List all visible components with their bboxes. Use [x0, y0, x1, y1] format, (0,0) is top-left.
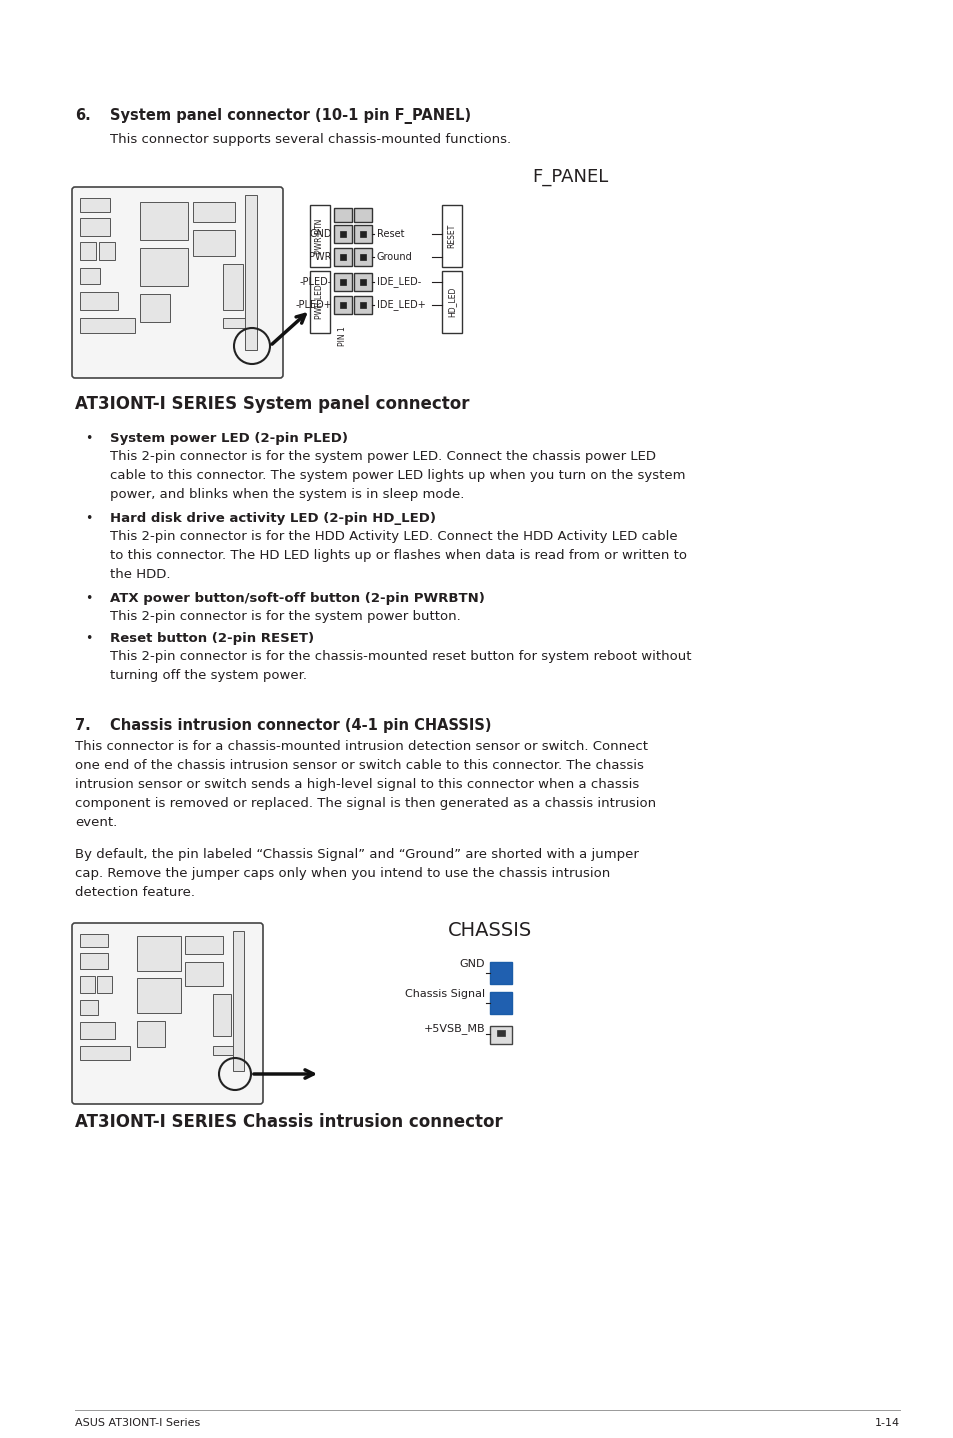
Text: 7.: 7. — [75, 718, 91, 733]
Text: +5VSB_MB: +5VSB_MB — [423, 1024, 484, 1034]
Bar — [80, 318, 135, 334]
Bar — [339, 232, 346, 237]
Text: Chassis Signal: Chassis Signal — [404, 989, 484, 999]
Text: •: • — [85, 512, 92, 525]
Text: Chassis intrusion connector (4-1 pin CHASSIS): Chassis intrusion connector (4-1 pin CHA… — [110, 718, 491, 733]
Text: GND: GND — [309, 229, 332, 239]
Text: -PLED+: -PLED+ — [294, 301, 332, 311]
Text: System power LED (2-pin PLED): System power LED (2-pin PLED) — [110, 431, 348, 444]
Text: This connector supports several chassis-mounted functions.: This connector supports several chassis-… — [110, 132, 511, 147]
Text: This 2-pin connector is for the system power LED. Connect the chassis power LED
: This 2-pin connector is for the system p… — [110, 450, 685, 500]
Bar — [140, 201, 188, 240]
Text: This 2-pin connector is for the HDD Activity LED. Connect the HDD Activity LED c: This 2-pin connector is for the HDD Acti… — [110, 531, 686, 581]
Text: •: • — [85, 592, 92, 605]
Bar — [245, 196, 256, 349]
Bar — [310, 270, 330, 334]
Text: Reset: Reset — [376, 229, 404, 239]
Text: This 2-pin connector is for the chassis-mounted reset button for system reboot w: This 2-pin connector is for the chassis-… — [110, 650, 691, 682]
Bar — [339, 255, 346, 260]
Text: IDE_LED+: IDE_LED+ — [376, 299, 425, 311]
Bar — [310, 206, 330, 267]
Bar — [193, 201, 234, 221]
Bar — [334, 296, 352, 313]
Text: PWR BTN: PWR BTN — [315, 219, 324, 253]
Bar — [137, 978, 181, 1012]
Bar — [490, 992, 512, 1014]
Bar — [80, 219, 110, 236]
Text: AT3IONT-I SERIES Chassis intrusion connector: AT3IONT-I SERIES Chassis intrusion conne… — [75, 1113, 502, 1132]
FancyBboxPatch shape — [71, 923, 263, 1104]
Text: PWR: PWR — [309, 252, 332, 262]
Bar — [80, 198, 110, 211]
Bar — [223, 265, 243, 311]
Text: GND: GND — [459, 959, 484, 969]
Bar — [490, 1025, 512, 1044]
Bar — [359, 302, 366, 308]
Text: Reset button (2-pin RESET): Reset button (2-pin RESET) — [110, 631, 314, 646]
Text: IDE_LED-: IDE_LED- — [376, 276, 421, 288]
Text: PWR LED: PWR LED — [315, 285, 324, 319]
Bar — [339, 302, 346, 308]
Bar — [354, 224, 372, 243]
Bar — [213, 994, 231, 1035]
Text: RESET: RESET — [447, 224, 456, 249]
Text: •: • — [85, 631, 92, 646]
Text: ATX power button/soft-off button (2-pin PWRBTN): ATX power button/soft-off button (2-pin … — [110, 592, 484, 605]
Bar — [339, 279, 346, 285]
Text: HD_LED: HD_LED — [447, 286, 456, 318]
Bar — [334, 247, 352, 266]
Bar — [80, 999, 98, 1015]
Bar — [97, 976, 112, 994]
Bar — [137, 936, 181, 971]
Text: 1-14: 1-14 — [874, 1418, 899, 1428]
Bar — [354, 209, 372, 221]
Text: System panel connector (10-1 pin F_PANEL): System panel connector (10-1 pin F_PANEL… — [110, 108, 471, 124]
Text: -PLED-: -PLED- — [299, 278, 332, 288]
Bar — [213, 1045, 237, 1055]
Text: Hard disk drive activity LED (2-pin HD_LED): Hard disk drive activity LED (2-pin HD_L… — [110, 512, 436, 525]
Bar — [354, 296, 372, 313]
Bar — [80, 935, 108, 948]
Bar — [193, 230, 234, 256]
Bar — [334, 209, 352, 221]
Bar — [80, 1022, 115, 1040]
Bar — [497, 1030, 504, 1035]
Bar — [80, 242, 96, 260]
Bar — [490, 962, 512, 984]
Text: 6.: 6. — [75, 108, 91, 124]
Bar — [140, 293, 170, 322]
Bar — [441, 206, 461, 267]
Bar — [137, 1021, 165, 1047]
Bar — [80, 292, 118, 311]
Text: •: • — [85, 431, 92, 444]
Text: By default, the pin labeled “Chassis Signal” and “Ground” are shorted with a jum: By default, the pin labeled “Chassis Sig… — [75, 848, 639, 899]
Text: Ground: Ground — [376, 252, 413, 262]
Bar — [80, 953, 108, 969]
Bar — [185, 936, 223, 953]
Bar — [359, 255, 366, 260]
FancyBboxPatch shape — [71, 187, 283, 378]
Bar — [359, 279, 366, 285]
Bar — [80, 976, 95, 994]
Text: This 2-pin connector is for the system power button.: This 2-pin connector is for the system p… — [110, 610, 460, 623]
Bar — [233, 930, 244, 1071]
Text: F_PANEL: F_PANEL — [532, 168, 607, 186]
Text: CHASSIS: CHASSIS — [447, 920, 532, 940]
Bar — [334, 273, 352, 290]
Bar — [80, 1045, 130, 1060]
Text: ASUS AT3IONT-I Series: ASUS AT3IONT-I Series — [75, 1418, 200, 1428]
Bar — [80, 267, 100, 283]
Bar — [334, 224, 352, 243]
Bar — [354, 273, 372, 290]
Bar — [99, 242, 115, 260]
Bar — [140, 247, 188, 286]
Bar — [185, 962, 223, 986]
Bar — [359, 232, 366, 237]
Text: This connector is for a chassis-mounted intrusion detection sensor or switch. Co: This connector is for a chassis-mounted … — [75, 741, 656, 828]
Bar — [354, 247, 372, 266]
Text: PIN 1: PIN 1 — [338, 326, 347, 345]
Text: AT3IONT-I SERIES System panel connector: AT3IONT-I SERIES System panel connector — [75, 395, 469, 413]
Bar — [223, 318, 251, 328]
Bar — [441, 270, 461, 334]
